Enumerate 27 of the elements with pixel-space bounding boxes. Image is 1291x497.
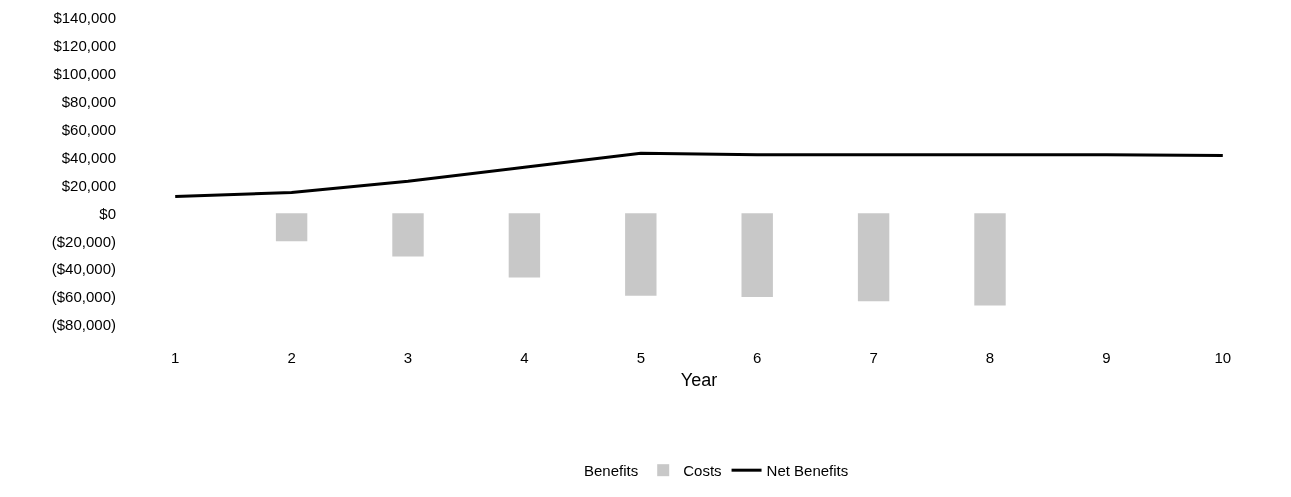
y-tick-label: $100,000 xyxy=(53,65,116,83)
y-tick-label: ($60,000) xyxy=(51,288,116,306)
x-tick-label: 8 xyxy=(985,349,995,366)
y-tick-label: ($40,000) xyxy=(51,260,116,278)
x-tick-label: 7 xyxy=(869,349,878,366)
x-tick-label: 3 xyxy=(403,349,413,366)
y-tick-label: $40,000 xyxy=(61,148,116,166)
x-axis-title: Year xyxy=(680,370,718,391)
y-tick-label: $20,000 xyxy=(61,176,116,194)
y-tick-label: $0 xyxy=(99,204,116,222)
x-tick-label: 2 xyxy=(287,349,296,366)
text: Benefits xyxy=(584,462,639,480)
x-tick-label: 4 xyxy=(520,349,529,366)
y-tick-label: ($80,000) xyxy=(51,316,116,334)
y-tick-label: $120,000 xyxy=(53,37,116,55)
y-tick-label: ($20,000) xyxy=(51,232,116,250)
x-tick-label: 6 xyxy=(753,349,762,366)
legend-label: Net Benefits xyxy=(766,462,849,480)
y-tick-label: $140,000 xyxy=(53,9,116,27)
y-tick-label: $60,000 xyxy=(61,120,116,138)
x-tick-label: 1 xyxy=(171,349,180,366)
x-tick-label: 10 xyxy=(1214,349,1232,366)
x-tick-label: 9 xyxy=(1102,349,1111,366)
y-tick-label: $80,000 xyxy=(61,92,116,110)
x-tick-label: 5 xyxy=(636,349,645,366)
line-series xyxy=(173,151,1225,199)
legend-label: Costs xyxy=(683,462,722,480)
